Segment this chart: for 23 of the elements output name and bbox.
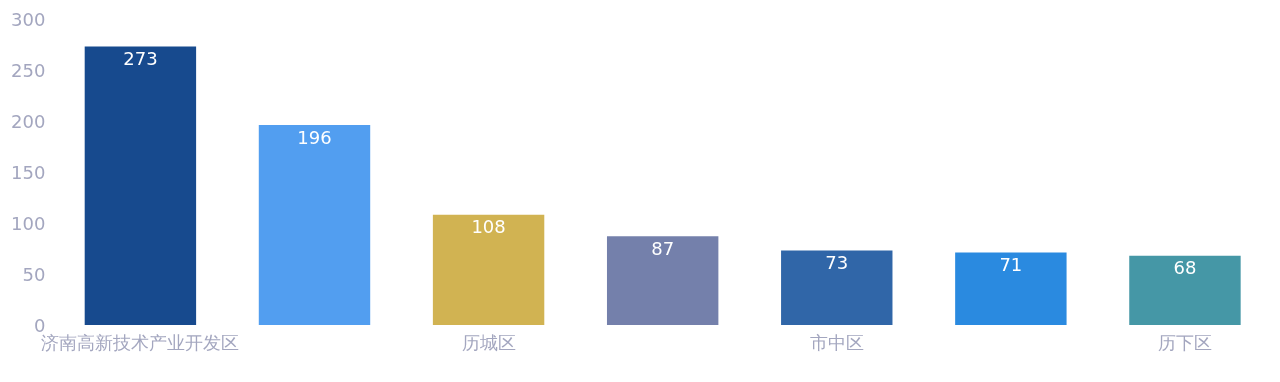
y-tick-label: 200 xyxy=(11,110,46,132)
y-tick-label: 100 xyxy=(11,212,46,234)
bar xyxy=(1129,255,1241,325)
x-tick-label: 市中区 xyxy=(809,331,864,353)
data-label: 108 xyxy=(471,216,506,238)
bar xyxy=(781,250,893,325)
data-label: 73 xyxy=(825,252,849,274)
data-label: 71 xyxy=(999,254,1023,276)
bar xyxy=(606,236,719,325)
data-label: 68 xyxy=(1173,257,1197,279)
data-label: 196 xyxy=(297,126,332,148)
y-tick-label: 50 xyxy=(22,263,46,285)
x-tick-label: 历下区 xyxy=(1157,331,1212,353)
bar xyxy=(432,214,545,325)
y-tick-label: 300 xyxy=(11,8,46,30)
data-label: 87 xyxy=(651,237,675,259)
y-tick-label: 150 xyxy=(11,161,46,183)
data-label: 273 xyxy=(123,48,158,70)
y-tick-label: 250 xyxy=(11,59,46,81)
bar xyxy=(258,125,371,325)
x-tick-label: 历城区 xyxy=(461,331,516,353)
bar xyxy=(84,46,197,325)
bar xyxy=(955,252,1067,325)
